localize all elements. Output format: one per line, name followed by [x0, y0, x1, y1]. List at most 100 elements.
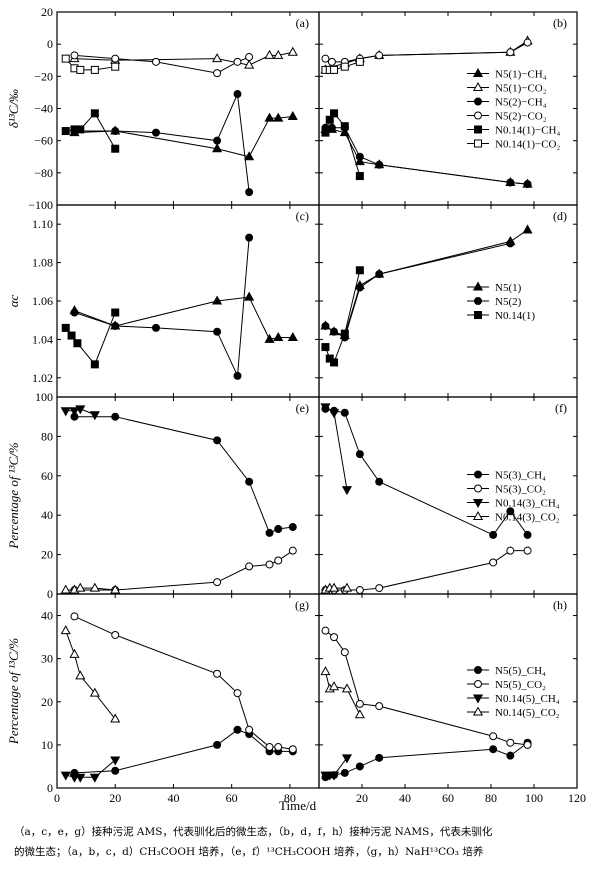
legend-label: N5(2)−CO₂	[495, 111, 547, 123]
legend-marker	[474, 311, 482, 319]
data-point	[76, 65, 85, 74]
data-point	[213, 740, 222, 749]
data-point	[523, 38, 532, 47]
legend-marker	[474, 297, 482, 305]
caption-line-2: 的微生态；（a，b，c，d）CH₃COOH 培养，（e，f）¹³CH₃COOH …	[14, 846, 484, 858]
panel-e: 0 20 40 60 80 100 (e) Percentage of ¹³C/%	[6, 390, 320, 601]
data-point	[355, 172, 364, 181]
legend-marker	[472, 281, 484, 291]
data-point	[321, 54, 330, 63]
data-point	[287, 111, 298, 121]
series-line	[324, 671, 361, 715]
data-point	[355, 266, 364, 275]
data-point	[245, 562, 254, 571]
data-point	[325, 115, 334, 124]
data-point	[328, 582, 340, 592]
x-tick-label: 80	[485, 791, 497, 805]
legend-marker	[472, 67, 484, 77]
data-point	[506, 546, 515, 555]
data-point	[89, 411, 100, 421]
data-point	[328, 409, 340, 419]
data-point	[75, 670, 86, 680]
data-point	[375, 160, 384, 169]
panel-frame	[318, 204, 578, 398]
legend-label: N0.14(1)−CH₄	[495, 125, 561, 137]
data-point	[330, 65, 339, 74]
data-point	[523, 740, 532, 749]
panel-label: (c)	[296, 209, 309, 223]
data-point	[245, 725, 254, 734]
legend-label: N5(2)−CH₄	[495, 97, 547, 109]
y-tick-label: 20	[41, 695, 53, 709]
legend-marker	[474, 470, 482, 479]
series-line	[325, 550, 528, 591]
legend-label: N0.14(5)_CH₄	[495, 693, 560, 705]
panel-a: −100 −80 −60 −40 −20 0 20 (a) δ¹³C/‰	[6, 5, 320, 212]
x-tick-label: 80	[284, 791, 296, 805]
figure-caption: （a，c，e，g）接种污泥 AMS，代表驯化后的微生态，（b，d，f，h）接种污…	[14, 822, 594, 862]
legend-marker	[474, 484, 482, 493]
data-point	[328, 681, 340, 691]
data-point	[233, 689, 242, 698]
panel-g: 0 10 20 30 40 0 20 40 60 80 (g) Percentage of ¹³C/%	[6, 593, 320, 805]
data-point	[111, 412, 120, 421]
data-point	[90, 109, 99, 118]
data-point	[111, 144, 120, 153]
series-line	[325, 742, 528, 778]
data-point	[274, 556, 283, 565]
panel-f: (f) N5(3)_CH₄ N5(3)_CO₂ N0.14(3)_CH₄ N0.14(3…	[318, 396, 578, 595]
data-point	[341, 582, 353, 592]
y-tick-label: −20	[34, 69, 53, 83]
panel-label: (b)	[553, 16, 567, 30]
data-point	[60, 407, 71, 417]
data-point	[61, 54, 70, 63]
data-point	[70, 308, 79, 317]
data-point	[375, 270, 384, 279]
data-point	[327, 123, 336, 132]
x-axis-label: Time/d	[279, 798, 317, 813]
data-point	[375, 753, 384, 762]
data-point	[110, 584, 121, 594]
x-tick-label: 0	[54, 791, 60, 805]
data-point	[70, 612, 79, 621]
data-point	[233, 725, 242, 734]
data-point	[288, 745, 297, 754]
y-tick-label: 40	[41, 508, 53, 522]
data-point	[212, 53, 223, 63]
x-tick-label: 60	[226, 791, 238, 805]
data-point	[288, 523, 297, 532]
y-tick-label: 1.08	[32, 256, 53, 270]
data-point	[355, 586, 364, 595]
data-point	[233, 90, 242, 99]
data-point	[89, 582, 100, 592]
series-line	[65, 630, 116, 720]
data-point	[111, 321, 120, 330]
data-point	[265, 528, 274, 537]
series-line	[74, 615, 293, 750]
data-point	[321, 128, 330, 137]
data-point	[213, 327, 222, 336]
panel-label: (a)	[296, 16, 309, 30]
data-point	[287, 46, 298, 56]
data-point	[341, 683, 353, 693]
legend-label: N5(1)−CH₄	[495, 69, 547, 81]
legend-marker	[472, 510, 484, 520]
legend-marker	[474, 666, 482, 674]
y-axis-label: Percentage of ¹³C/%	[6, 442, 21, 549]
data-point	[340, 329, 349, 338]
x-tick-label: 40	[167, 791, 179, 805]
data-point	[110, 756, 121, 766]
series-line	[324, 270, 361, 364]
y-tick-label: 60	[41, 469, 53, 483]
data-point	[244, 59, 255, 69]
data-point	[90, 360, 99, 369]
data-point	[110, 713, 121, 723]
legend-marker	[474, 111, 482, 120]
legend-marker	[474, 125, 482, 134]
y-tick-label: 80	[41, 429, 53, 443]
data-point	[213, 136, 222, 145]
y-tick-label: −40	[34, 102, 53, 116]
data-point	[111, 127, 120, 136]
data-point	[75, 773, 86, 783]
y-tick-label: 20	[41, 5, 53, 19]
